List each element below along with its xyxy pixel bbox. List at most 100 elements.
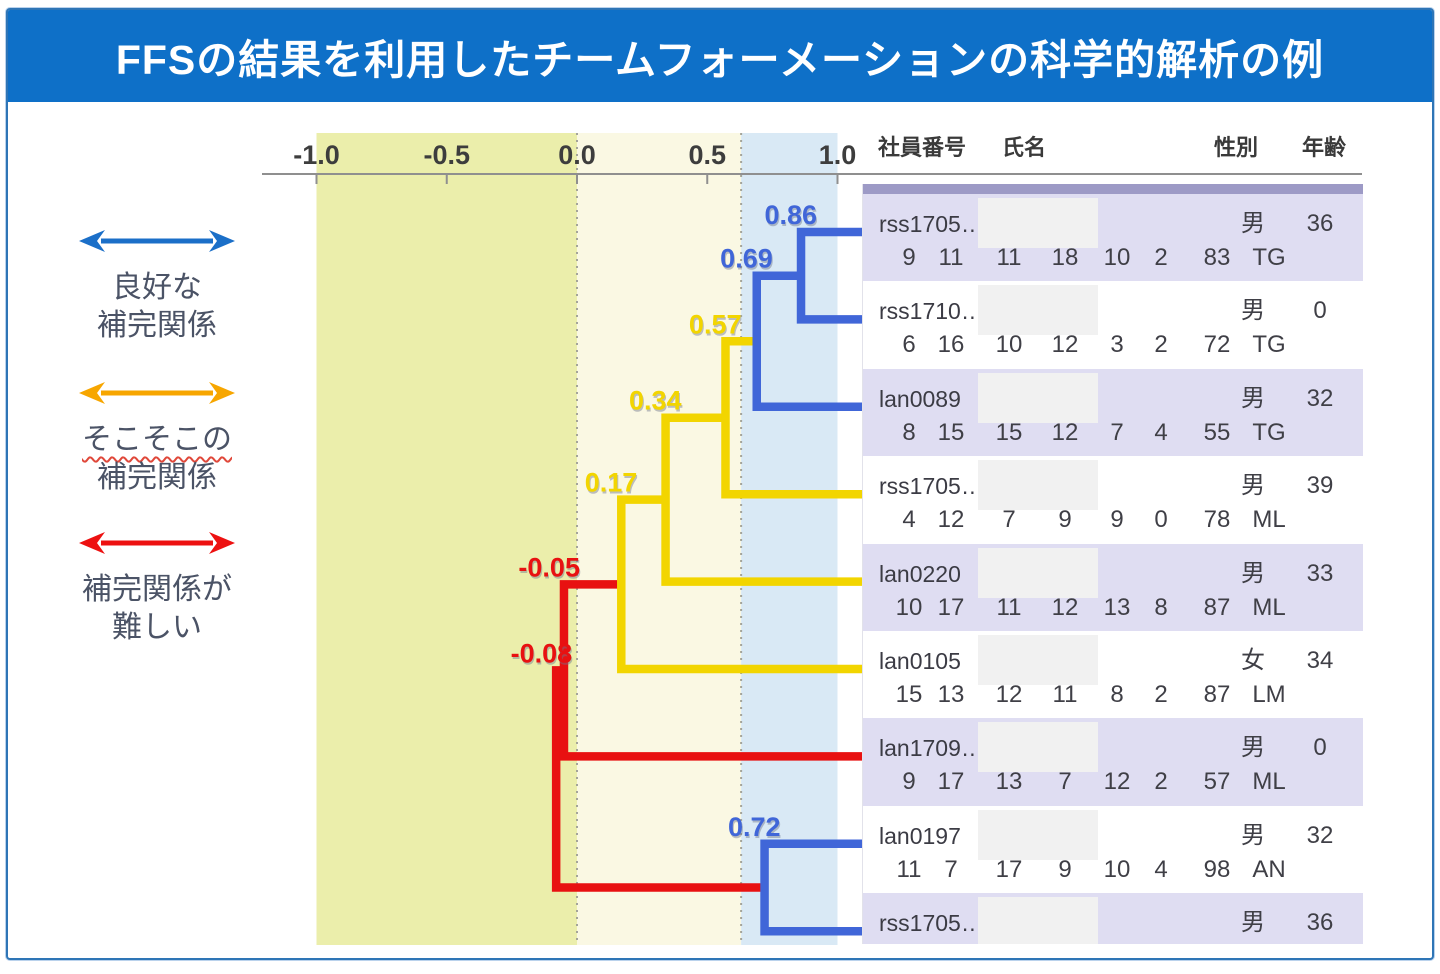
table-row: lan0089 男 32 8 15 15 12 7 4 55 TG — [863, 368, 1363, 457]
gender-value: 女 — [1241, 646, 1265, 674]
title-banner: FFSの結果を利用したチームフォーメーションの科学的解析の例 — [8, 10, 1432, 102]
ffs-score-value: 57 — [1203, 768, 1231, 796]
legend-label: 良好な — [112, 271, 202, 304]
ffs-score-value: 83 — [1203, 244, 1231, 271]
table-row: lan0197 男 32 11 7 17 9 10 4 98 AN — [863, 805, 1363, 894]
dendrogram-link — [661, 413, 862, 586]
employee-id: lan0197 — [879, 822, 961, 849]
ffs-score-value: ML — [1252, 593, 1286, 621]
ffs-score-value: 2 — [1154, 768, 1168, 796]
gender-value: 男 — [1241, 472, 1265, 500]
ffs-score-value: 2 — [1154, 331, 1168, 359]
redacted-name-box — [978, 634, 1098, 685]
merge-value-label: 0.72 — [728, 812, 781, 842]
axis-tick-label: -0.5 — [423, 140, 470, 170]
axis-tick-label: 1.0 — [819, 140, 857, 170]
age-value: 32 — [1306, 821, 1334, 849]
correlation-zone — [316, 133, 577, 945]
gender-value: 男 — [1241, 297, 1265, 325]
employee-id: rss1705… — [879, 473, 984, 500]
merge-value-label: 0.17 — [585, 468, 638, 498]
gender-value: 男 — [1241, 384, 1265, 412]
ffs-score-value: 16 — [937, 331, 965, 359]
ffs-score-value: AN — [1252, 855, 1286, 883]
ffs-score-value: 11 — [1052, 680, 1078, 708]
ffs-score-value: TG — [1252, 418, 1286, 446]
age-value: 36 — [1306, 909, 1334, 937]
ffs-score-value: 15 — [937, 418, 965, 446]
axis-tick-label: 0.5 — [688, 140, 726, 170]
ffs-score-value: TG — [1252, 244, 1286, 271]
ffs-score-value: 13 — [1103, 593, 1131, 621]
ffs-score-value: 9 — [1058, 855, 1072, 883]
ffs-score-value: 7 — [944, 855, 958, 883]
ffs-score-value: 2 — [1154, 244, 1168, 271]
ffs-score-value: 4 — [1154, 855, 1168, 883]
employee-id: rss1705… — [879, 211, 984, 237]
redacted-name-box — [978, 897, 1098, 944]
ffs-score-value: 12 — [1051, 418, 1079, 446]
table-row: lan1709… 男 0 9 17 13 7 12 2 57 ML — [863, 718, 1363, 806]
ffs-score-value: 72 — [1203, 331, 1231, 359]
double-arrow-icon — [79, 532, 235, 554]
merge-value-label: -0.05 — [518, 552, 580, 582]
legend-label: 補完関係 — [97, 461, 217, 494]
age-value: 36 — [1306, 210, 1334, 237]
ffs-score-value: 0 — [1154, 506, 1168, 534]
ffs-score-value: 17 — [937, 768, 965, 796]
ffs-score-value: 11 — [996, 593, 1022, 621]
redacted-name-box — [978, 722, 1098, 773]
correlation-zone — [741, 133, 838, 945]
merge-value-label: 0.57 — [689, 309, 742, 339]
ffs-score-value: 12 — [1103, 768, 1131, 796]
redacted-name-box — [978, 547, 1098, 598]
ffs-score-value: 9 — [1058, 506, 1072, 534]
legend-item-difficult: 補完関係が 難しい — [52, 529, 262, 647]
dendrogram-link — [559, 580, 862, 761]
dendrogram-link — [617, 495, 862, 674]
gender-value: 男 — [1241, 821, 1265, 849]
axis-tick-label: 0.0 — [558, 140, 596, 170]
dendrogram-link — [752, 271, 862, 412]
ffs-score-value: 8 — [1110, 680, 1124, 708]
ffs-score-value: 10 — [1103, 855, 1131, 883]
merge-value-label: 0.86 — [764, 200, 817, 230]
ffs-score-value: 3 — [1110, 331, 1124, 359]
ffs-score-value: 9 — [902, 244, 916, 271]
gender-value: 男 — [1241, 909, 1265, 937]
ffs-score-value: 9 — [1110, 506, 1124, 534]
ffs-score-value: 17 — [995, 855, 1023, 883]
page-title: FFSの結果を利用したチームフォーメーションの科学的解析の例 — [115, 37, 1325, 83]
table-row: rss1705… 男 36 — [863, 893, 1363, 944]
age-value: 0 — [1313, 734, 1327, 762]
age-value: 0 — [1313, 297, 1327, 325]
legend-label: 補完関係が — [82, 573, 232, 606]
column-header-gender: 性別 — [1213, 135, 1258, 160]
ffs-score-value: 7 — [1110, 418, 1124, 446]
ffs-score-value: 4 — [902, 506, 916, 534]
legend-item-good: 良好な 補完関係 — [52, 227, 262, 345]
redacted-name-box — [978, 372, 1098, 423]
table-top-strip — [863, 184, 1363, 194]
age-value: 33 — [1306, 559, 1334, 587]
double-arrow-icon — [79, 230, 235, 252]
ffs-score-value: 98 — [1203, 855, 1231, 883]
ffs-score-value: ML — [1252, 506, 1286, 534]
ffs-score-value: 7 — [1002, 506, 1016, 534]
employee-id: lan0220 — [879, 560, 961, 587]
ffs-score-value: 4 — [1154, 418, 1168, 446]
ffs-score-value: 2 — [1154, 680, 1168, 708]
legend-label: 難しい — [112, 611, 202, 644]
dendrogram-link — [760, 839, 862, 936]
ffs-score-value: 15 — [995, 418, 1023, 446]
ffs-score-value: 10 — [995, 331, 1023, 359]
column-header-age: 年齢 — [1301, 135, 1346, 160]
table-row: rss1705… 男 36 9 11 11 18 10 2 83 TG — [863, 194, 1363, 282]
age-value: 32 — [1306, 384, 1334, 412]
redacted-name-box — [978, 285, 1098, 336]
double-arrow-icon — [79, 382, 235, 404]
ffs-score-value: 10 — [1103, 244, 1131, 271]
ffs-score-value: 12 — [937, 506, 965, 534]
ffs-score-value: 6 — [902, 331, 916, 359]
ffs-score-value: 12 — [995, 680, 1023, 708]
